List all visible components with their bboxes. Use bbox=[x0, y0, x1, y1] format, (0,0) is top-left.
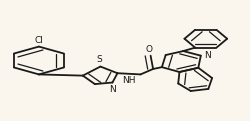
Text: S: S bbox=[96, 55, 102, 64]
Text: N: N bbox=[109, 85, 115, 94]
Text: N: N bbox=[204, 51, 210, 60]
Text: O: O bbox=[144, 45, 152, 54]
Text: NH: NH bbox=[122, 76, 135, 85]
Text: Cl: Cl bbox=[34, 36, 43, 45]
